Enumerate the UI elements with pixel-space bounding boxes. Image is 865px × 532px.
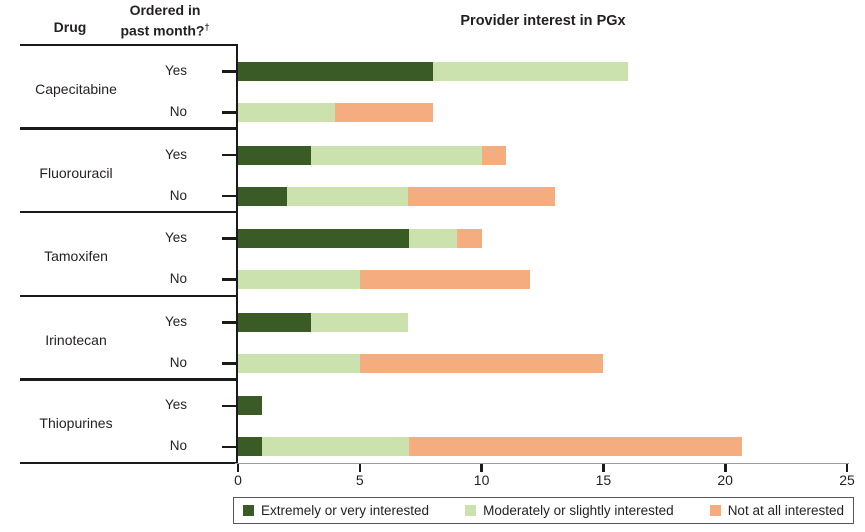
bar-segment-moderately xyxy=(432,62,628,81)
ordered-answer-label: No xyxy=(169,187,187,203)
bar-segment-moderately xyxy=(408,229,458,249)
y-axis-tick xyxy=(222,70,237,73)
table-separator-line xyxy=(20,378,238,381)
x-axis-tick-label: 20 xyxy=(717,472,733,488)
bar-row xyxy=(238,186,555,206)
ordered-answer-label: No xyxy=(169,354,187,370)
x-axis-line xyxy=(235,462,849,465)
x-axis-tick xyxy=(845,464,849,473)
dagger-footnote-mark: † xyxy=(204,22,210,32)
bar-segment-not-at-all xyxy=(408,437,743,457)
column-header-drug: Drug xyxy=(53,19,87,35)
bar-row xyxy=(238,396,263,416)
bar-row xyxy=(238,62,628,81)
legend-swatch-icon xyxy=(465,505,477,516)
x-axis-tick xyxy=(236,464,240,473)
column-header-ordered-line2: past month?† xyxy=(120,22,210,39)
drug-label: Irinotecan xyxy=(45,331,107,348)
bar-segment-extremely xyxy=(238,186,287,206)
drug-label: Capecitabine xyxy=(35,81,117,97)
bar-segment-not-at-all xyxy=(359,353,604,373)
legend-label: Extremely or very interested xyxy=(261,503,430,518)
bar-segment-extremely xyxy=(238,437,263,457)
bar-row xyxy=(238,145,506,165)
drug-label: Tamoxifen xyxy=(44,248,108,265)
bar-segment-moderately xyxy=(238,270,360,290)
table-separator-line xyxy=(20,461,238,465)
legend-label: Not at all interested xyxy=(727,503,844,518)
legend-swatch-icon xyxy=(243,505,254,516)
x-axis-tick-label: 0 xyxy=(234,472,242,488)
ordered-answer-label: No xyxy=(169,438,187,454)
y-axis-tick xyxy=(222,321,237,324)
legend-label: Moderately or slightly interested xyxy=(483,503,674,518)
bar-segment-moderately xyxy=(238,103,336,122)
x-axis-tick xyxy=(358,464,362,473)
y-axis-tick xyxy=(222,445,237,449)
bar-row xyxy=(238,353,604,373)
ordered-answer-label: Yes xyxy=(164,230,187,246)
bar-segment-moderately xyxy=(311,145,482,165)
bar-segment-not-at-all xyxy=(408,186,555,206)
ordered-answer-label: Yes xyxy=(164,63,187,78)
bar-row xyxy=(238,312,409,332)
x-axis-tick-label: 15 xyxy=(595,472,612,488)
ordered-answer-label: No xyxy=(169,271,187,287)
bar-segment-not-at-all xyxy=(481,145,506,165)
y-axis-tick xyxy=(222,153,237,157)
bar-row xyxy=(238,229,482,249)
y-axis-tick xyxy=(222,237,237,240)
drug-label: Fluorouracil xyxy=(39,164,113,181)
y-axis-tick xyxy=(222,362,237,365)
x-axis-tick-label: 10 xyxy=(473,472,490,488)
y-axis-tick xyxy=(222,278,237,281)
drug-label: Thiopurines xyxy=(39,415,113,432)
bar-segment-moderately xyxy=(262,437,409,457)
bar-row xyxy=(238,270,531,290)
bar-row xyxy=(238,103,433,122)
x-axis-tick xyxy=(602,464,605,473)
bar-segment-not-at-all xyxy=(457,229,482,249)
x-axis-tick-label: 5 xyxy=(355,472,364,488)
legend-item: Not at all interested xyxy=(709,503,844,518)
bar-segment-extremely xyxy=(238,229,409,249)
column-header-ordered-line1: Ordered in xyxy=(129,2,201,18)
table-separator-line xyxy=(20,210,238,214)
y-axis-tick xyxy=(222,404,237,408)
x-axis-tick-label: 25 xyxy=(839,472,855,488)
bar-segment-extremely xyxy=(238,62,433,81)
bar-row xyxy=(238,437,743,457)
column-header-ordered: Ordered in past month?† xyxy=(95,2,235,40)
ordered-answer-label: No xyxy=(169,104,187,119)
x-axis-tick xyxy=(724,464,727,473)
y-axis-line xyxy=(235,43,238,465)
table-separator-line xyxy=(20,127,238,130)
x-axis-tick xyxy=(480,464,483,473)
ordered-answer-label: Yes xyxy=(164,313,187,329)
ordered-answer-label: Yes xyxy=(164,397,187,413)
legend: Extremely or very interested Moderately o… xyxy=(233,497,854,524)
y-axis-tick xyxy=(222,111,237,114)
bar-segment-moderately xyxy=(311,312,409,332)
bar-segment-not-at-all xyxy=(359,270,531,290)
y-axis-tick xyxy=(222,194,237,198)
legend-swatch-icon xyxy=(709,505,721,516)
bar-segment-not-at-all xyxy=(335,103,433,122)
legend-item: Extremely or very interested xyxy=(243,503,429,518)
bar-segment-moderately xyxy=(286,186,409,206)
legend-item: Moderately or slightly interested xyxy=(465,503,674,518)
chart-title: Provider interest in PGx xyxy=(460,13,626,29)
table-separator-line xyxy=(20,294,238,297)
ordered-answer-label: Yes xyxy=(164,146,187,162)
bar-segment-extremely xyxy=(238,312,312,332)
bar-segment-extremely xyxy=(238,396,263,416)
bar-segment-extremely xyxy=(238,145,312,165)
bar-segment-moderately xyxy=(238,353,360,373)
table-separator-line xyxy=(20,43,238,47)
